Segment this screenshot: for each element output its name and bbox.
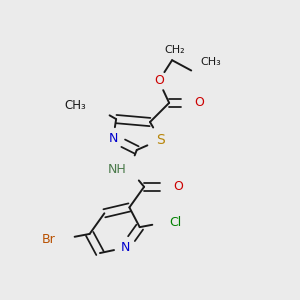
Text: O: O	[154, 74, 164, 87]
Text: S: S	[156, 133, 165, 147]
Text: CH₃: CH₃	[200, 57, 221, 67]
Text: CH₂: CH₂	[165, 45, 185, 55]
Text: Cl: Cl	[169, 216, 182, 229]
Text: CH₃: CH₃	[64, 99, 86, 112]
Text: N: N	[120, 241, 130, 254]
Text: O: O	[174, 180, 183, 193]
Text: N: N	[109, 132, 118, 145]
Text: Br: Br	[42, 233, 56, 246]
Text: O: O	[194, 96, 204, 110]
Text: NH: NH	[108, 163, 126, 176]
